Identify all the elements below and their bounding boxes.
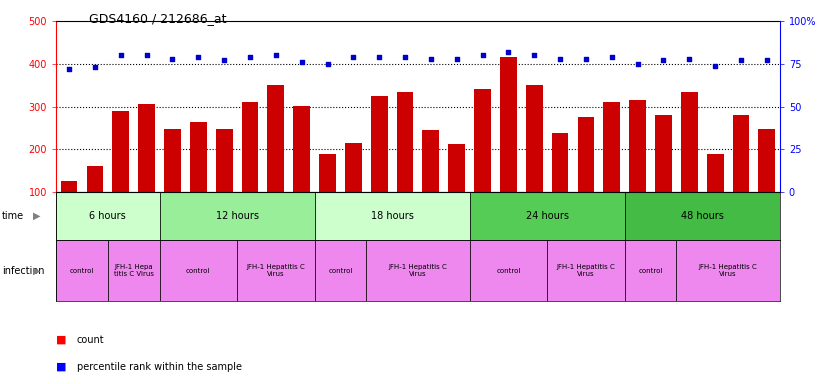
Bar: [108, 240, 159, 301]
Point: [450, 56, 463, 62]
Point: [373, 54, 386, 60]
Text: 48 hours: 48 hours: [681, 211, 724, 221]
Bar: [56, 240, 108, 301]
Point: [605, 54, 619, 60]
Text: infection: infection: [2, 266, 44, 276]
Text: control: control: [496, 268, 520, 274]
Point: [734, 57, 748, 63]
Text: control: control: [328, 268, 353, 274]
Text: ▶: ▶: [33, 266, 40, 276]
Bar: [112, 111, 129, 235]
Point: [476, 52, 489, 58]
Point: [114, 52, 127, 58]
Text: control: control: [186, 268, 211, 274]
Point: [528, 52, 541, 58]
Bar: [547, 240, 624, 301]
Point: [398, 54, 411, 60]
Bar: [603, 102, 620, 235]
Text: JFH-1 Hepatitis C
Virus: JFH-1 Hepatitis C Virus: [699, 265, 757, 277]
Text: ■: ■: [56, 335, 67, 345]
Point: [657, 57, 670, 63]
Bar: [216, 129, 233, 235]
Bar: [422, 130, 439, 235]
Point: [553, 56, 567, 62]
Text: JFH-1 Hepatitis C
Virus: JFH-1 Hepatitis C Virus: [246, 265, 305, 277]
Point: [347, 54, 360, 60]
Bar: [624, 240, 676, 301]
Text: control: control: [70, 268, 94, 274]
Text: count: count: [77, 335, 104, 345]
Text: 18 hours: 18 hours: [371, 211, 414, 221]
Point: [579, 56, 592, 62]
Point: [192, 54, 205, 60]
Bar: [396, 92, 414, 235]
Text: ■: ■: [56, 362, 67, 372]
Bar: [319, 154, 336, 235]
Point: [295, 59, 308, 65]
Text: GDS4160 / 212686_at: GDS4160 / 212686_at: [89, 12, 226, 25]
Point: [166, 56, 179, 62]
Point: [140, 52, 154, 58]
Bar: [629, 100, 646, 235]
Bar: [470, 192, 624, 240]
Point: [320, 61, 334, 67]
Text: 24 hours: 24 hours: [525, 211, 568, 221]
Bar: [577, 117, 595, 235]
Bar: [552, 134, 568, 235]
Bar: [758, 129, 776, 235]
Bar: [655, 115, 672, 235]
Bar: [676, 240, 780, 301]
Point: [63, 66, 76, 72]
Bar: [237, 240, 315, 301]
Bar: [624, 192, 780, 240]
Point: [269, 52, 282, 58]
Point: [682, 56, 695, 62]
Bar: [87, 166, 103, 235]
Bar: [733, 115, 749, 235]
Point: [425, 56, 438, 62]
Bar: [470, 240, 547, 301]
Text: control: control: [638, 268, 662, 274]
Bar: [315, 240, 366, 301]
Text: 6 hours: 6 hours: [89, 211, 126, 221]
Bar: [526, 85, 543, 235]
Text: JFH-1 Hepatitis C
Virus: JFH-1 Hepatitis C Virus: [388, 265, 448, 277]
Text: percentile rank within the sample: percentile rank within the sample: [77, 362, 242, 372]
Point: [760, 57, 773, 63]
Bar: [268, 85, 284, 235]
Bar: [371, 96, 387, 235]
Bar: [345, 143, 362, 235]
Bar: [159, 240, 237, 301]
Text: JFH-1 Hepatitis C
Virus: JFH-1 Hepatitis C Virus: [557, 265, 615, 277]
Point: [217, 57, 230, 63]
Text: 12 hours: 12 hours: [216, 211, 259, 221]
Bar: [366, 240, 470, 301]
Bar: [138, 104, 155, 235]
Bar: [60, 181, 78, 235]
Bar: [241, 102, 259, 235]
Bar: [474, 89, 491, 235]
Bar: [681, 92, 698, 235]
Point: [709, 63, 722, 69]
Bar: [315, 192, 470, 240]
Text: ▶: ▶: [33, 211, 40, 221]
Bar: [56, 192, 159, 240]
Bar: [707, 154, 724, 235]
Bar: [190, 122, 206, 235]
Bar: [500, 58, 517, 235]
Text: JFH-1 Hepa
titis C Virus: JFH-1 Hepa titis C Virus: [114, 265, 154, 277]
Bar: [164, 129, 181, 235]
Text: time: time: [2, 211, 24, 221]
Bar: [159, 192, 315, 240]
Bar: [293, 106, 310, 235]
Point: [501, 49, 515, 55]
Point: [244, 54, 257, 60]
Bar: [449, 144, 465, 235]
Point: [631, 61, 644, 67]
Point: [88, 64, 102, 70]
